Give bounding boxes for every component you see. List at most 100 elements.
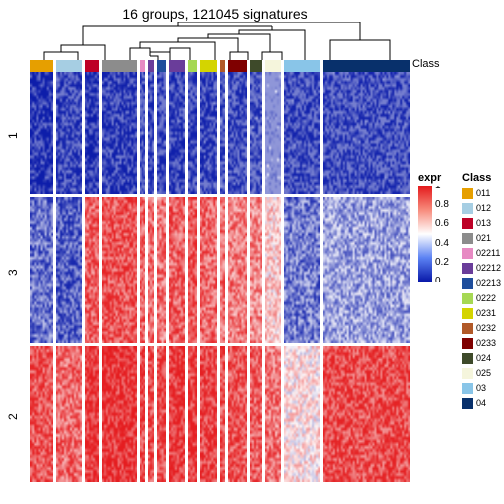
classbar-label: Class: [412, 58, 440, 70]
class-swatch: [462, 203, 473, 214]
class-swatch: [462, 308, 473, 319]
heatmap-cell: [284, 72, 319, 194]
class-legend-row: 02212: [462, 261, 504, 275]
heatmap-cell: [200, 72, 218, 194]
class-swatch: [462, 233, 473, 244]
class-swatch: [462, 398, 473, 409]
row-group-label: 3: [6, 176, 20, 276]
class-legend-row: 0222: [462, 291, 504, 305]
class-legend-row: 03: [462, 381, 504, 395]
heatmap-cell: [250, 197, 262, 343]
heatmap-row-group: [30, 72, 410, 194]
class-legend-row: 021: [462, 231, 504, 245]
figure-root: 16 groups, 121045 signatures Class: [0, 0, 504, 504]
class-swatch: [462, 368, 473, 379]
heatmap-cell: [102, 346, 137, 482]
heatmap-cell: [56, 346, 82, 482]
heatmap-cell: [85, 346, 98, 482]
class-label: 0233: [476, 339, 496, 348]
class-legend-row: 04: [462, 396, 504, 410]
heatmap-cell: [265, 197, 281, 343]
class-legend-row: 025: [462, 366, 504, 380]
plot-title: 16 groups, 121045 signatures: [0, 6, 430, 22]
class-legend-row: 0233: [462, 336, 504, 350]
class-swatch: [462, 278, 473, 289]
class-label: 03: [476, 384, 486, 393]
heatmap-cell: [102, 72, 137, 194]
heatmap-cell: [228, 197, 247, 343]
heatmap-cell: [30, 197, 53, 343]
heatmap-cell: [157, 197, 166, 343]
classbar-seg: [157, 60, 166, 72]
heatmap-cell: [157, 72, 166, 194]
heatmap-row-group: [30, 197, 410, 343]
class-label: 011: [476, 189, 490, 198]
class-legend-title: Class: [462, 172, 504, 184]
heatmap: [30, 72, 410, 482]
heatmap-cell: [265, 72, 281, 194]
class-annotation-bar: [30, 60, 410, 72]
expr-tick: 0: [435, 278, 441, 282]
heatmap-cell: [228, 72, 247, 194]
heatmap-cell: [228, 346, 247, 482]
heatmap-cell: [102, 197, 137, 343]
expr-tick: 0.2: [435, 259, 449, 267]
class-swatch: [462, 323, 473, 334]
class-legend: Class 0110120130210221102212022130222023…: [462, 172, 504, 411]
row-group-labels: 132: [6, 72, 26, 482]
class-legend-row: 02211: [462, 246, 504, 260]
heatmap-cell: [323, 346, 410, 482]
class-swatch: [462, 353, 473, 364]
class-label: 021: [476, 234, 491, 243]
heatmap-cell: [56, 197, 82, 343]
classbar-seg: [102, 60, 137, 72]
expr-tick: 0.8: [435, 201, 449, 209]
heatmap-cell: [30, 346, 53, 482]
heatmap-cell: [265, 346, 281, 482]
expr-tick: 0.6: [435, 220, 449, 228]
heatmap-cell: [169, 346, 185, 482]
classbar-seg: [56, 60, 82, 72]
heatmap-cell: [30, 72, 53, 194]
heatmap-cell: [169, 72, 185, 194]
classbar-seg: [169, 60, 185, 72]
class-label: 02213: [476, 279, 501, 288]
class-legend-row: 012: [462, 201, 504, 215]
class-label: 0222: [476, 294, 496, 303]
class-swatch: [462, 218, 473, 229]
class-legend-row: 0232: [462, 321, 504, 335]
classbar-seg: [323, 60, 410, 72]
heatmap-cell: [188, 346, 197, 482]
heatmap-cell: [169, 197, 185, 343]
column-dendrogram: [30, 22, 410, 60]
classbar-seg: [30, 60, 53, 72]
expr-colorbar: [418, 186, 432, 282]
heatmap-cell: [284, 346, 319, 482]
classbar-seg: [85, 60, 98, 72]
class-legend-row: 011: [462, 186, 504, 200]
row-group-label: 1: [6, 39, 20, 139]
class-legend-items: 0110120130210221102212022130222023102320…: [462, 186, 504, 410]
row-group-label: 2: [6, 320, 20, 420]
heatmap-cell: [85, 72, 98, 194]
class-label: 0231: [476, 309, 496, 318]
expr-tick: 1: [435, 186, 441, 190]
expr-tick: 0.4: [435, 240, 449, 248]
class-legend-row: 02213: [462, 276, 504, 290]
class-swatch: [462, 293, 473, 304]
class-swatch: [462, 383, 473, 394]
heatmap-cell: [188, 197, 197, 343]
classbar-seg: [284, 60, 319, 72]
heatmap-cell: [188, 72, 197, 194]
class-label: 02212: [476, 264, 501, 273]
class-label: 025: [476, 369, 491, 378]
heatmap-cell: [323, 72, 410, 194]
class-legend-row: 0231: [462, 306, 504, 320]
class-label: 024: [476, 354, 491, 363]
class-legend-row: 024: [462, 351, 504, 365]
class-swatch: [462, 338, 473, 349]
classbar-seg: [200, 60, 218, 72]
class-label: 0232: [476, 324, 496, 333]
heatmap-cell: [157, 346, 166, 482]
class-label: 02211: [476, 249, 500, 258]
